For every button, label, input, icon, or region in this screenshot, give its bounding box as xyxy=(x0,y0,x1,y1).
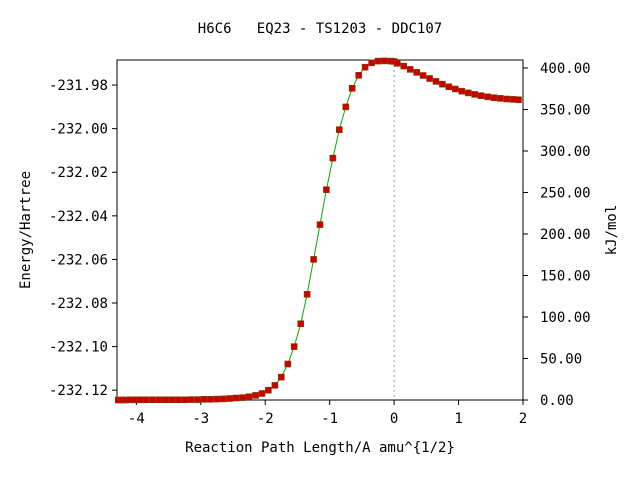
data-point xyxy=(226,395,234,402)
y2-axis-label: kJ/mol xyxy=(604,205,620,256)
data-point xyxy=(451,85,459,93)
data-point xyxy=(342,103,350,111)
y2-tick-label: 50.00 xyxy=(540,351,582,367)
y-tick-label: -232.10 xyxy=(49,340,108,356)
data-point xyxy=(310,256,317,263)
data-point xyxy=(162,396,169,404)
data-point xyxy=(439,80,446,88)
data-point xyxy=(220,395,227,403)
data-point xyxy=(497,95,504,102)
data-point xyxy=(290,343,298,350)
data-point xyxy=(413,69,421,76)
data-point xyxy=(213,395,221,403)
data-point xyxy=(239,394,246,401)
y2-tick-label: 0.00 xyxy=(540,393,574,409)
data-point xyxy=(419,72,427,79)
series-points xyxy=(115,57,522,404)
data-point xyxy=(271,382,279,389)
data-point xyxy=(207,395,214,403)
y2-tick-label: 100.00 xyxy=(540,310,591,326)
y-tick-label: -232.08 xyxy=(49,296,108,312)
data-point xyxy=(284,360,292,368)
y-tick-label: -232.04 xyxy=(49,209,108,225)
y-axis-ticks: -231.98 -232.00 -232.02 -232.04 -232.06 -232.… xyxy=(49,78,117,399)
data-point xyxy=(265,386,272,394)
data-point xyxy=(393,59,401,67)
y-tick-label: -232.06 xyxy=(49,252,108,268)
x-tick-label: -4 xyxy=(128,411,145,427)
x-axis-label: Reaction Path Length/A amu^{1/2} xyxy=(185,440,455,456)
y-tick-label: -232.12 xyxy=(49,383,108,399)
data-point xyxy=(329,154,337,162)
x-tick-label: 2 xyxy=(519,411,527,427)
data-point xyxy=(515,96,522,103)
data-point xyxy=(297,320,305,328)
x-tick-label: 1 xyxy=(454,411,462,427)
y2-tick-label: 350.00 xyxy=(540,102,591,118)
y-tick-label: -232.00 xyxy=(49,122,108,138)
data-point xyxy=(155,396,163,404)
data-point xyxy=(368,59,375,67)
data-point xyxy=(316,221,324,228)
y2-tick-label: 300.00 xyxy=(540,144,591,160)
data-point xyxy=(200,395,208,403)
data-point xyxy=(232,394,240,402)
data-point xyxy=(426,75,433,82)
data-point xyxy=(445,83,453,91)
y2-axis-ticks: 0.00 50.00 100.00 150.00 200.00 250.00 300.00 3… xyxy=(523,61,591,409)
data-point xyxy=(374,57,382,65)
y2-tick-label: 150.00 xyxy=(540,268,591,284)
series-line xyxy=(118,60,519,401)
data-point xyxy=(503,95,511,103)
data-point xyxy=(348,85,356,92)
x-tick-label: -3 xyxy=(192,411,209,427)
data-point xyxy=(361,63,369,71)
data-point xyxy=(458,87,466,95)
y-tick-label: -231.98 xyxy=(49,78,108,94)
data-point xyxy=(432,78,440,85)
data-point xyxy=(464,89,472,97)
x-tick-label: -2 xyxy=(257,411,274,427)
data-point xyxy=(490,94,498,101)
chart-title: H6C6 EQ23 - TS1203 - DDC107 xyxy=(198,21,442,37)
data-point xyxy=(406,66,414,73)
data-point xyxy=(355,72,363,79)
y-axis-label: Energy/Hartree xyxy=(18,171,34,289)
x-axis-ticks: -4 -3 -2 -1 0 1 2 xyxy=(128,400,527,427)
data-point xyxy=(381,57,388,65)
data-point xyxy=(245,393,253,401)
data-point xyxy=(471,91,479,98)
data-point xyxy=(400,62,408,70)
data-point xyxy=(258,390,266,397)
data-point xyxy=(252,392,259,399)
data-point xyxy=(142,396,150,404)
y2-tick-label: 400.00 xyxy=(540,61,591,77)
x-tick-label: 0 xyxy=(390,411,398,427)
y2-tick-label: 200.00 xyxy=(540,227,591,243)
data-point xyxy=(181,396,188,404)
data-point xyxy=(194,396,201,403)
data-point xyxy=(303,290,311,298)
data-point xyxy=(149,396,156,404)
data-point xyxy=(484,93,491,101)
data-point xyxy=(277,373,285,381)
data-point xyxy=(168,396,176,404)
x-tick-label: -1 xyxy=(321,411,338,427)
data-point xyxy=(174,396,182,404)
data-point xyxy=(187,396,195,403)
y-tick-label: -232.02 xyxy=(49,165,108,181)
data-point xyxy=(136,396,144,404)
data-point xyxy=(477,92,485,99)
y2-tick-label: 250.00 xyxy=(540,185,591,201)
plot-frame xyxy=(116,59,524,401)
data-point xyxy=(323,186,330,193)
data-point xyxy=(335,126,343,133)
